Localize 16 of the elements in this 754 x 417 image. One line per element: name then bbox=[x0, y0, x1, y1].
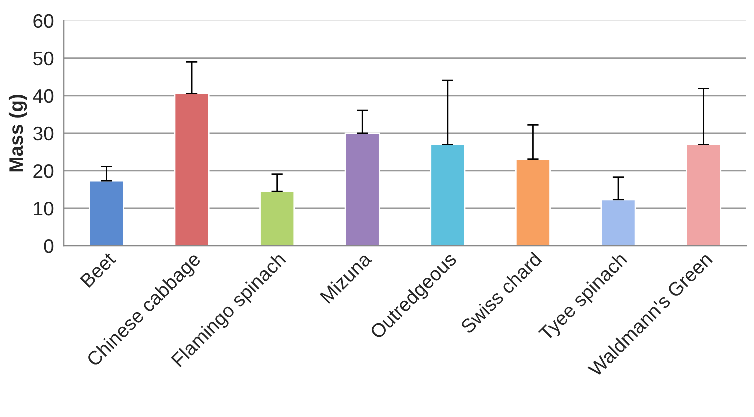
bar bbox=[515, 158, 551, 246]
y-tick-label: 30 bbox=[33, 126, 54, 141]
bar bbox=[430, 144, 466, 246]
bar bbox=[174, 92, 210, 246]
bar bbox=[344, 132, 380, 246]
y-tick-label: 20 bbox=[34, 164, 54, 178]
bar bbox=[686, 144, 722, 246]
y-tick-label: 10 bbox=[34, 202, 54, 216]
bar bbox=[260, 190, 296, 246]
y-tick-label: 40 bbox=[33, 89, 54, 104]
y-tick-label: 50 bbox=[34, 52, 54, 66]
y-axis-title: Mass (g) bbox=[8, 94, 28, 172]
bar bbox=[88, 180, 124, 246]
y-tick-label: 60 bbox=[34, 14, 54, 28]
bar bbox=[600, 199, 636, 246]
y-tick-label: 0 bbox=[44, 240, 54, 254]
